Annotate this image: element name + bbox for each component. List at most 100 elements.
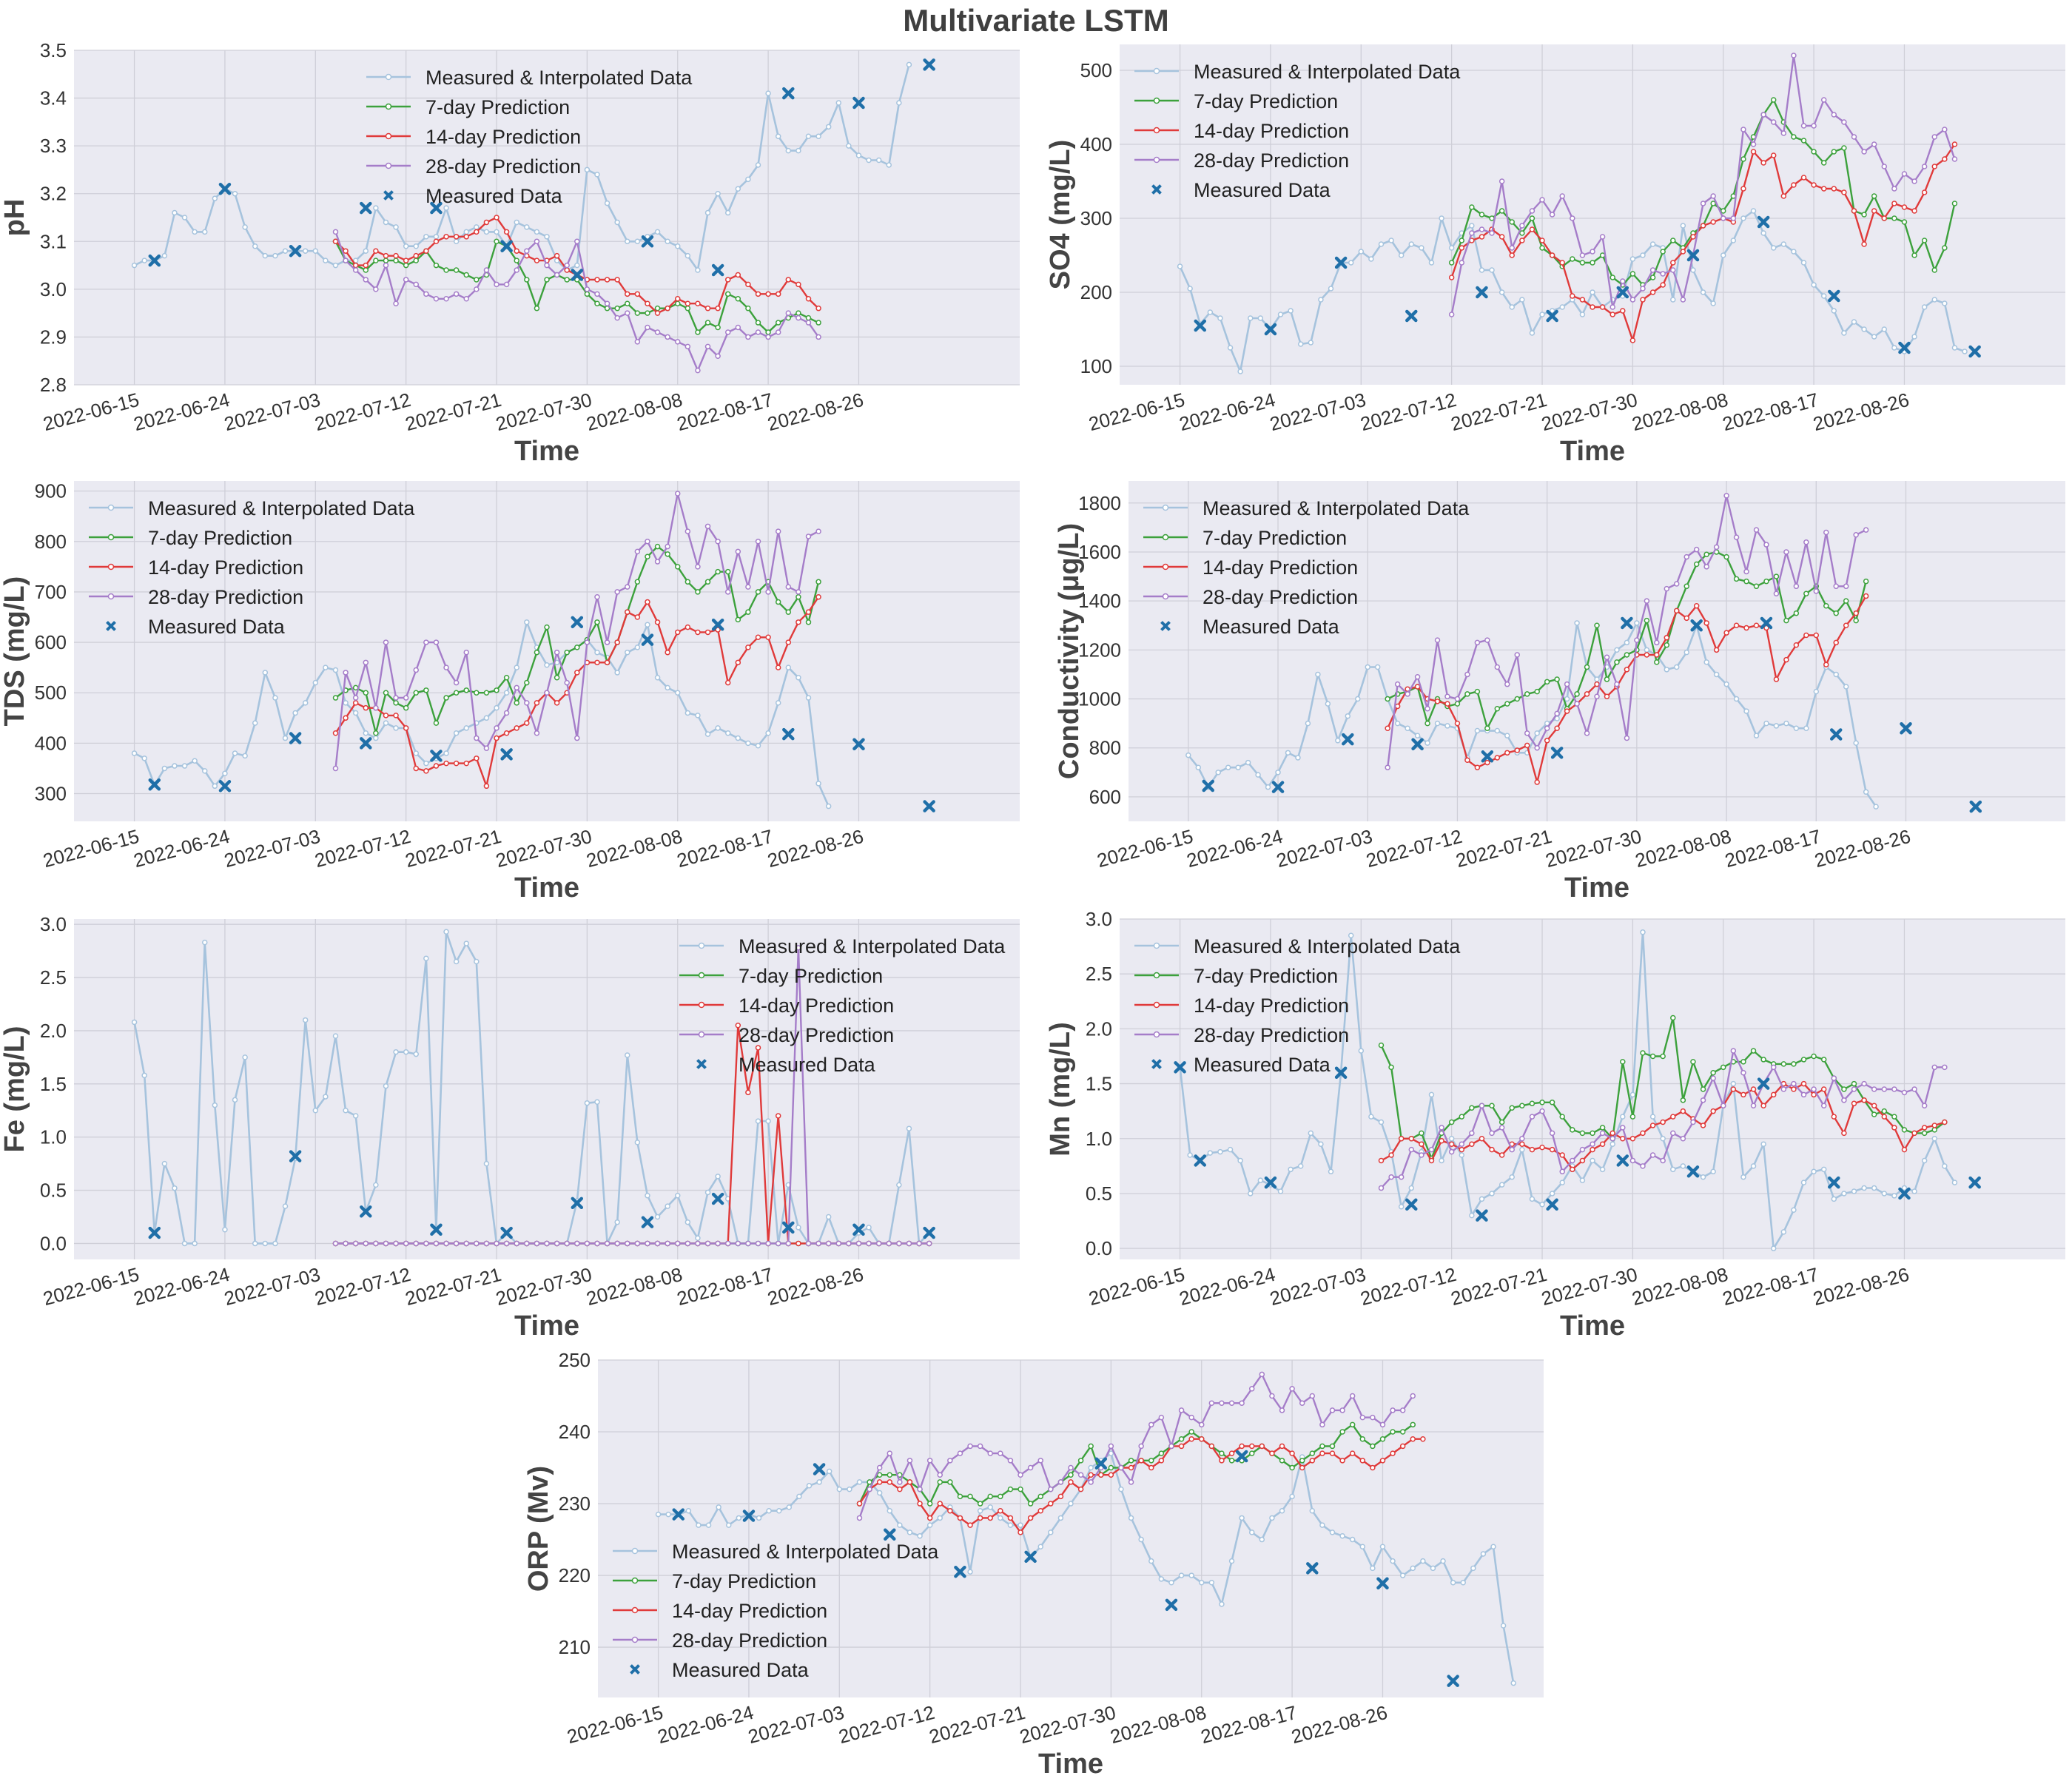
data-point bbox=[1891, 201, 1897, 206]
data-point bbox=[302, 248, 309, 254]
data-point bbox=[634, 1140, 641, 1145]
data-point bbox=[1509, 1174, 1515, 1180]
x-tick-label: 2022-08-26 bbox=[1289, 1701, 1390, 1748]
data-point bbox=[332, 1240, 339, 1247]
legend-item: Measured Data bbox=[1160, 616, 1340, 638]
data-point bbox=[947, 1458, 953, 1464]
data-point bbox=[1599, 1125, 1606, 1131]
data-point bbox=[715, 539, 721, 545]
data-point bbox=[1851, 208, 1857, 214]
y-tick-label: 1200 bbox=[1078, 639, 1121, 661]
data-point bbox=[1700, 1086, 1706, 1092]
data-point bbox=[1444, 693, 1450, 699]
data-point bbox=[1319, 1421, 1325, 1428]
measured-marker bbox=[782, 1221, 795, 1234]
legend-item: 28-day Prediction bbox=[613, 1629, 827, 1652]
measured-marker bbox=[711, 618, 724, 631]
data-point bbox=[594, 1240, 600, 1247]
legend-label: Measured Data bbox=[739, 1054, 876, 1076]
data-point bbox=[645, 599, 650, 605]
y-tick-label: 2.5 bbox=[40, 966, 67, 989]
data-point bbox=[1479, 226, 1485, 232]
data-point bbox=[724, 329, 731, 335]
data-point bbox=[1484, 725, 1490, 731]
legend-label: Measured Data bbox=[148, 616, 286, 638]
data-point bbox=[1018, 1472, 1023, 1478]
data-point bbox=[1614, 659, 1620, 665]
data-point bbox=[1444, 723, 1450, 729]
data-point bbox=[1570, 1157, 1575, 1164]
data-point bbox=[423, 955, 429, 961]
data-point bbox=[724, 679, 731, 686]
data-point bbox=[1861, 1097, 1867, 1103]
data-point bbox=[785, 147, 792, 154]
y-tick-label: 600 bbox=[35, 631, 67, 653]
data-point bbox=[1370, 1414, 1376, 1421]
data-point bbox=[634, 291, 641, 297]
data-point bbox=[1385, 696, 1390, 702]
data-point bbox=[474, 690, 480, 696]
data-point bbox=[453, 238, 460, 245]
data-point bbox=[1504, 681, 1510, 687]
data-point bbox=[756, 1515, 762, 1521]
data-point bbox=[1037, 1493, 1043, 1500]
measured-marker bbox=[742, 1510, 756, 1522]
data-point bbox=[1434, 637, 1441, 643]
data-point bbox=[886, 162, 892, 168]
data-point bbox=[1398, 252, 1405, 258]
data-point bbox=[906, 1125, 912, 1131]
data-point bbox=[534, 258, 540, 263]
data-point bbox=[574, 262, 580, 269]
data-point bbox=[1479, 234, 1485, 240]
data-point bbox=[1579, 1177, 1586, 1183]
data-point bbox=[443, 750, 449, 756]
data-point bbox=[1629, 1114, 1636, 1120]
data-point bbox=[393, 1240, 399, 1247]
data-point bbox=[1539, 1108, 1545, 1114]
legend-label: Measured & Interpolated Data bbox=[672, 1541, 939, 1563]
data-point bbox=[785, 277, 792, 283]
legend-item: 7-day Prediction bbox=[366, 96, 570, 118]
data-point bbox=[654, 305, 661, 312]
data-point bbox=[1339, 1458, 1345, 1464]
measured-marker bbox=[641, 633, 654, 646]
data-point bbox=[1871, 141, 1877, 147]
data-point bbox=[1610, 275, 1615, 280]
data-point bbox=[1604, 654, 1610, 661]
data-point bbox=[1239, 1515, 1245, 1521]
data-point bbox=[1288, 1166, 1294, 1173]
data-point bbox=[1504, 750, 1510, 756]
data-point bbox=[1345, 713, 1351, 719]
data-point bbox=[1820, 160, 1827, 166]
data-point bbox=[1853, 617, 1859, 624]
data-point bbox=[1057, 1479, 1064, 1485]
data-point bbox=[634, 1240, 641, 1247]
measured-marker bbox=[500, 1226, 513, 1239]
data-point bbox=[1490, 1544, 1496, 1550]
data-point bbox=[1670, 238, 1676, 243]
data-point bbox=[1750, 1163, 1757, 1169]
data-point bbox=[1489, 1146, 1495, 1153]
data-point bbox=[674, 1193, 681, 1199]
x-tick-label: 2022-06-24 bbox=[131, 1263, 232, 1310]
data-point bbox=[1743, 578, 1749, 585]
data-point bbox=[413, 281, 420, 288]
measured-marker bbox=[813, 1463, 826, 1475]
data-point bbox=[483, 229, 490, 235]
data-point bbox=[1228, 1558, 1235, 1564]
data-point bbox=[1489, 1130, 1495, 1137]
data-point bbox=[1931, 134, 1938, 140]
data-point bbox=[625, 300, 630, 306]
x-tick-label: 2022-06-24 bbox=[131, 388, 232, 435]
data-point bbox=[1861, 241, 1867, 247]
data-point bbox=[1773, 723, 1780, 729]
data-point bbox=[735, 296, 741, 302]
measured-marker bbox=[500, 748, 513, 761]
data-point bbox=[1524, 742, 1530, 749]
data-point bbox=[242, 224, 248, 230]
data-point bbox=[1881, 1191, 1888, 1197]
y-tick-label: 1.0 bbox=[1086, 1128, 1112, 1150]
data-point bbox=[1494, 664, 1501, 670]
series-pred-28day bbox=[332, 229, 821, 374]
measured-marker bbox=[1550, 747, 1564, 759]
